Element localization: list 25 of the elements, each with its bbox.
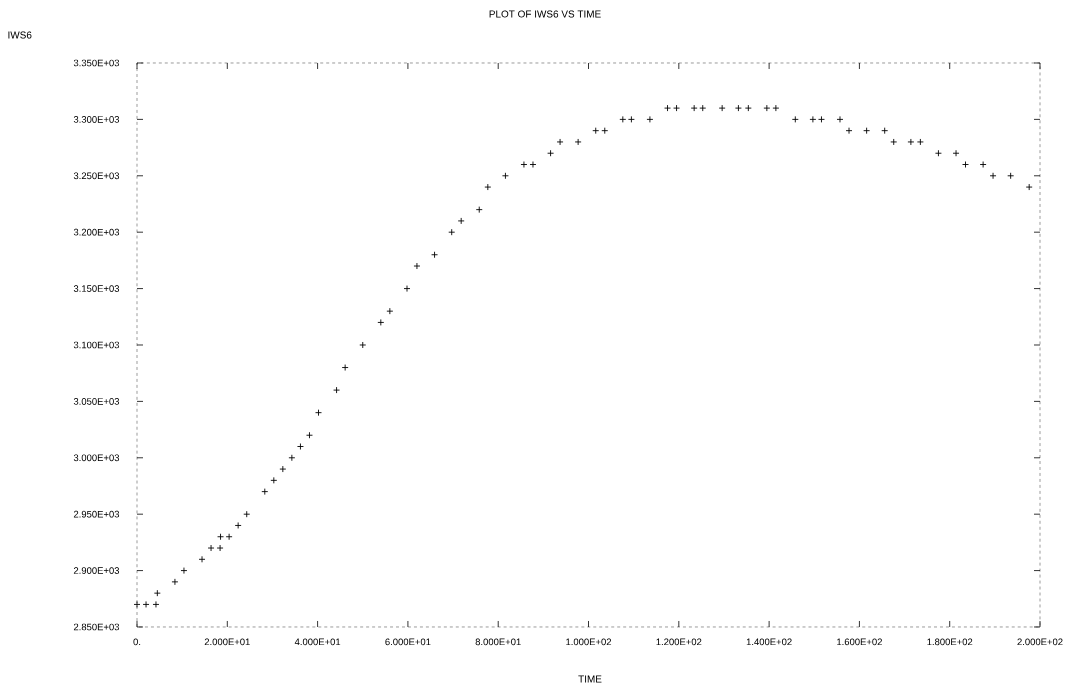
x-tick-label: 1.000E+02 [566, 638, 612, 646]
x-axis-title: TIME [578, 675, 602, 683]
x-tick-label: 6.000E+01 [385, 638, 431, 646]
y-tick-label: 3.350E+03 [73, 59, 120, 67]
x-tick-label: 1.800E+02 [927, 638, 973, 646]
y-tick-label: 3.000E+03 [73, 454, 120, 462]
x-tick-label: 4.000E+01 [294, 638, 341, 646]
y-tick-label: 3.100E+03 [73, 341, 120, 349]
x-tick-label: 1.200E+02 [656, 638, 702, 646]
x-tick-label: 0. [133, 638, 141, 646]
y-tick-label: 3.250E+03 [73, 172, 120, 180]
x-tick-label: 8.000E+01 [475, 638, 521, 646]
x-tick-label: 2.000E+02 [1017, 638, 1063, 646]
x-tick-label: 1.400E+02 [746, 638, 792, 646]
y-tick-label: 3.200E+03 [73, 228, 120, 236]
x-tick-label: 2.000E+01 [204, 638, 250, 646]
y-tick-label: 3.050E+03 [73, 398, 120, 405]
y-tick-label: 2.900E+03 [73, 567, 120, 574]
y-tick-label: 2.850E+03 [73, 623, 120, 631]
x-tick-label: 1.600E+02 [837, 638, 882, 646]
y-tick-label: 2.950E+03 [73, 510, 120, 518]
y-axis-title: IWS6 [8, 31, 32, 39]
chart-title: PLOT OF IWS6 VS TIME [489, 10, 601, 18]
y-tick-label: 3.150E+03 [73, 285, 120, 292]
y-tick-label: 3.300E+03 [73, 116, 120, 123]
